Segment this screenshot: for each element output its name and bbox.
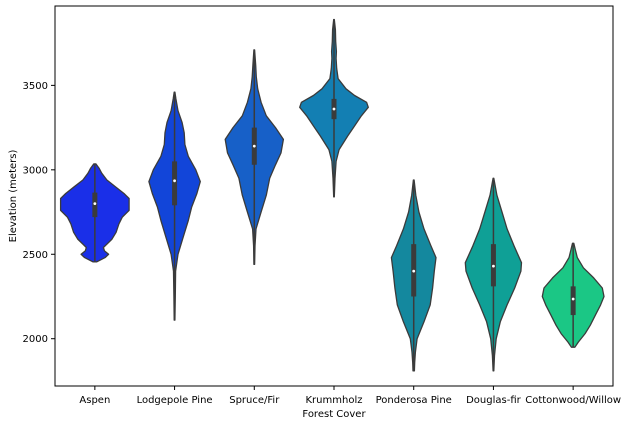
y-tick-label: 3500 [23,81,48,92]
x-tick-label: Douglas-fir [466,395,522,406]
violin-median-dot [412,269,416,273]
x-tick-label: Lodgepole Pine [137,395,213,406]
violin-median-dot [173,179,176,183]
y-axis-ticks: 2000 2500 3000 3500 [23,81,55,345]
x-axis-ticks: Aspen Lodgepole Pine Spruce/Fir Krummholz Po… [79,386,621,406]
violin-median-dot [571,297,575,301]
violins-group [59,18,605,372]
violin-median-dot [332,107,336,111]
y-tick-label: 2500 [23,250,48,261]
y-tick-label: 2000 [23,334,48,345]
violin-iqr-box [570,286,576,316]
y-axis-title: Elevation (meters) [8,150,19,243]
x-tick-label: Ponderosa Pine [376,395,452,406]
violin-median-dot [93,202,97,206]
violin-iqr-box [172,161,178,206]
x-tick-label: Cottonwood/Willow [525,395,621,406]
x-tick-label: Spruce/Fir [229,395,280,406]
x-tick-label: Aspen [79,395,110,406]
plot-frame [54,5,614,387]
violin-median-dot [252,144,256,148]
violin-median-dot [492,264,495,268]
x-tick-label: Krummholz [306,395,363,406]
x-axis-title: Forest Cover [302,409,366,420]
y-tick-label: 3000 [23,165,48,176]
